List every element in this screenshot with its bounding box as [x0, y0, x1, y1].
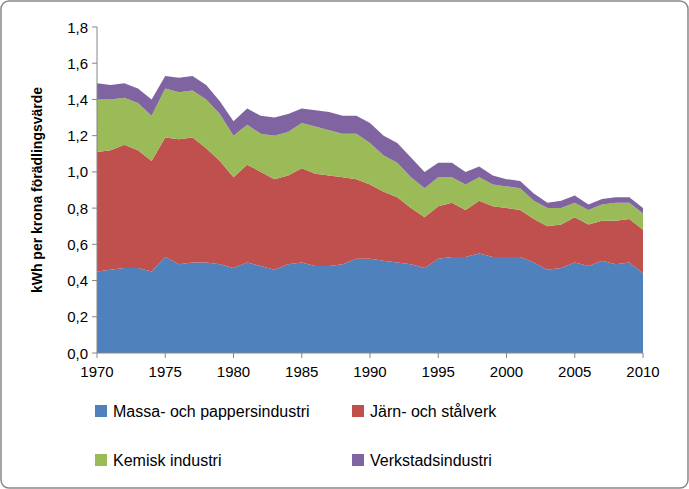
- x-tick: [165, 353, 166, 358]
- y-tick-label: 1,4: [67, 91, 88, 108]
- y-tick-label: 1,2: [67, 127, 88, 144]
- legend-swatch: [352, 454, 364, 466]
- y-tick-label: 1,6: [67, 55, 88, 72]
- y-axis: [97, 27, 98, 353]
- legend-swatch: [352, 405, 364, 417]
- x-tick: [233, 353, 234, 358]
- area: [97, 89, 643, 230]
- y-tick: [92, 135, 97, 136]
- x-tick-label: 1990: [353, 363, 386, 380]
- legend-label: Massa- och pappersindustri: [113, 403, 310, 420]
- y-tick-label: 0,8: [67, 200, 88, 217]
- chart: 0,0 0,2 0,4 0,6 0,8 1,0 1,2 1,4 1,6 1,8 1970 1975 19…: [0, 0, 689, 489]
- x-tick: [643, 353, 644, 358]
- legend-label: Kemisk industri: [113, 452, 221, 469]
- x-tick-label: 1975: [149, 363, 182, 380]
- plot-area: [97, 76, 643, 353]
- x-tick: [97, 353, 98, 358]
- x-tick-label: 1970: [80, 363, 113, 380]
- y-tick-label: 0,0: [67, 345, 88, 362]
- y-axis-label: kWh per krona förädlingsvärde: [29, 87, 45, 293]
- y-tick: [92, 27, 97, 28]
- x-tick-label: 1980: [217, 363, 250, 380]
- y-tick-label: 0,6: [67, 236, 88, 253]
- y-tick: [92, 316, 97, 317]
- legend: Massa- och pappersindustri Järn- och stål…: [95, 403, 497, 469]
- y-tick: [92, 244, 97, 245]
- x-tick: [370, 353, 371, 358]
- chart-frame: [1, 1, 688, 488]
- x-tick-label: 1995: [422, 363, 455, 380]
- y-tick-label: 0,2: [67, 308, 88, 325]
- x-tick-label: 2000: [490, 363, 523, 380]
- x-tick-label: 2010: [626, 363, 659, 380]
- y-tick-label: 0,4: [67, 272, 88, 289]
- y-tick: [92, 63, 97, 64]
- area: [97, 253, 643, 353]
- x-tick: [506, 353, 507, 358]
- x-tick: [574, 353, 575, 358]
- x-tick: [301, 353, 302, 358]
- y-tick-label: 1,8: [67, 19, 88, 36]
- y-tick: [92, 171, 97, 172]
- legend-swatch: [95, 454, 107, 466]
- legend-label: Järn- och stålverk: [370, 403, 497, 420]
- y-tick: [92, 208, 97, 209]
- y-tick: [92, 280, 97, 281]
- area: [97, 76, 643, 214]
- x-tick: [438, 353, 439, 358]
- y-tick: [92, 99, 97, 100]
- y-tick-label: 1,0: [67, 163, 88, 180]
- x-tick-label: 1985: [285, 363, 318, 380]
- y-tick: [92, 353, 97, 354]
- legend-label: Verkstadsindustri: [370, 452, 492, 469]
- x-tick-label: 2005: [558, 363, 591, 380]
- legend-swatch: [95, 405, 107, 417]
